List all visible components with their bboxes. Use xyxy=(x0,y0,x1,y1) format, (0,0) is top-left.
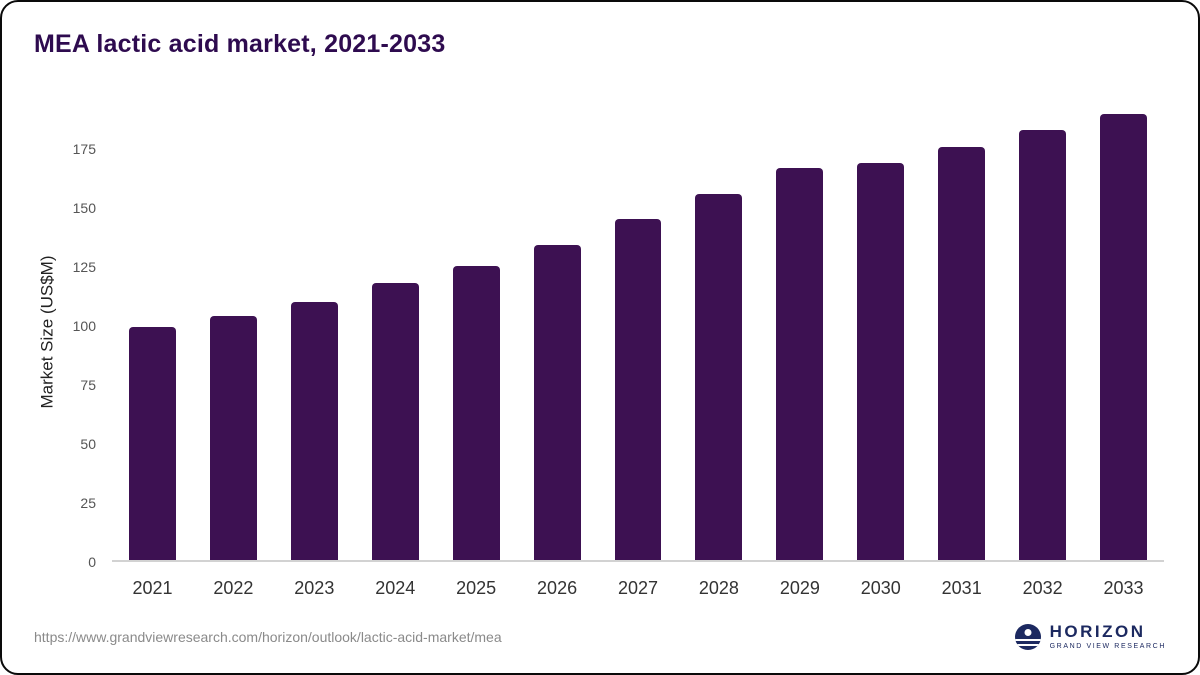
bar-column xyxy=(840,102,921,560)
x-tick-label: 2021 xyxy=(132,578,173,598)
bar-column xyxy=(436,102,517,560)
plot-area xyxy=(112,102,1164,562)
x-tick-label: 2025 xyxy=(456,578,497,598)
bar-2028 xyxy=(695,193,743,560)
x-tick-label: 2027 xyxy=(617,578,659,598)
bar-column xyxy=(921,102,1002,560)
bar-2022 xyxy=(209,315,257,560)
y-tick-label: 125 xyxy=(72,259,96,276)
logo-subtitle: GRAND VIEW RESEARCH xyxy=(1049,643,1166,651)
y-tick-label: 175 xyxy=(72,141,96,158)
bar-2029 xyxy=(776,167,824,560)
y-tick-label: 100 xyxy=(72,318,96,335)
y-tick-label: 0 xyxy=(88,554,96,570)
bar-column xyxy=(193,102,274,560)
x-tick-label: 2031 xyxy=(941,578,982,598)
chart-title: MEA lactic acid market, 2021-2033 xyxy=(34,30,446,58)
x-tick-label: 2024 xyxy=(375,578,416,598)
bar-column xyxy=(678,102,759,560)
x-axis-labels: 2021 2022 2023 2024 2025 2026 2027 2028 2029 2030… xyxy=(112,564,1164,599)
y-axis-title: Market Size (US$M) xyxy=(38,255,57,409)
x-tick-label: 2023 xyxy=(294,578,335,598)
bar-2031 xyxy=(938,146,986,560)
bar-2025 xyxy=(452,266,500,560)
y-tick-label: 75 xyxy=(80,377,96,394)
x-tick-label: 2029 xyxy=(779,578,820,598)
y-axis-ticks: 0 25 50 75 100 125 150 175 xyxy=(70,102,106,570)
x-tick-label: 2028 xyxy=(698,578,739,598)
bar-column xyxy=(274,102,355,560)
bar-column xyxy=(355,102,436,560)
bar-2021 xyxy=(129,327,176,560)
chart-region: Market Size (US$M) 0 25 50 75 100 125 150 175 2… xyxy=(34,102,1164,602)
source-url: https://www.grandviewresearch.com/horizo… xyxy=(34,628,502,645)
horizon-logo: HORIZON GRAND VIEW RESEARCH xyxy=(1014,621,1166,651)
y-tick-label: 25 xyxy=(80,495,96,512)
x-tick-label: 2030 xyxy=(860,578,901,598)
bar-2026 xyxy=(533,245,581,560)
bar-2023 xyxy=(290,301,338,560)
bar-2024 xyxy=(371,282,419,560)
x-tick-label: 2022 xyxy=(213,578,254,598)
y-tick-label: 150 xyxy=(72,200,96,217)
y-tick-label: 50 xyxy=(80,436,96,453)
bar-column xyxy=(1083,102,1164,560)
bar-column xyxy=(759,102,840,560)
footer: https://www.grandviewresearch.com/horizo… xyxy=(34,621,1166,651)
bar-column xyxy=(1002,102,1083,560)
bar-2032 xyxy=(1019,130,1067,560)
bar-2027 xyxy=(614,219,662,560)
bar-column xyxy=(598,102,679,560)
x-tick-label: 2026 xyxy=(537,578,578,598)
horizon-logo-icon xyxy=(1014,623,1041,650)
x-tick-label: 2032 xyxy=(1022,578,1063,598)
bar-2030 xyxy=(857,163,905,560)
bar-column xyxy=(112,102,193,560)
logo-name: HORIZON xyxy=(1049,621,1146,641)
x-tick-label: 2033 xyxy=(1103,578,1144,598)
bar-2033 xyxy=(1100,113,1147,560)
bar-column xyxy=(517,102,598,560)
